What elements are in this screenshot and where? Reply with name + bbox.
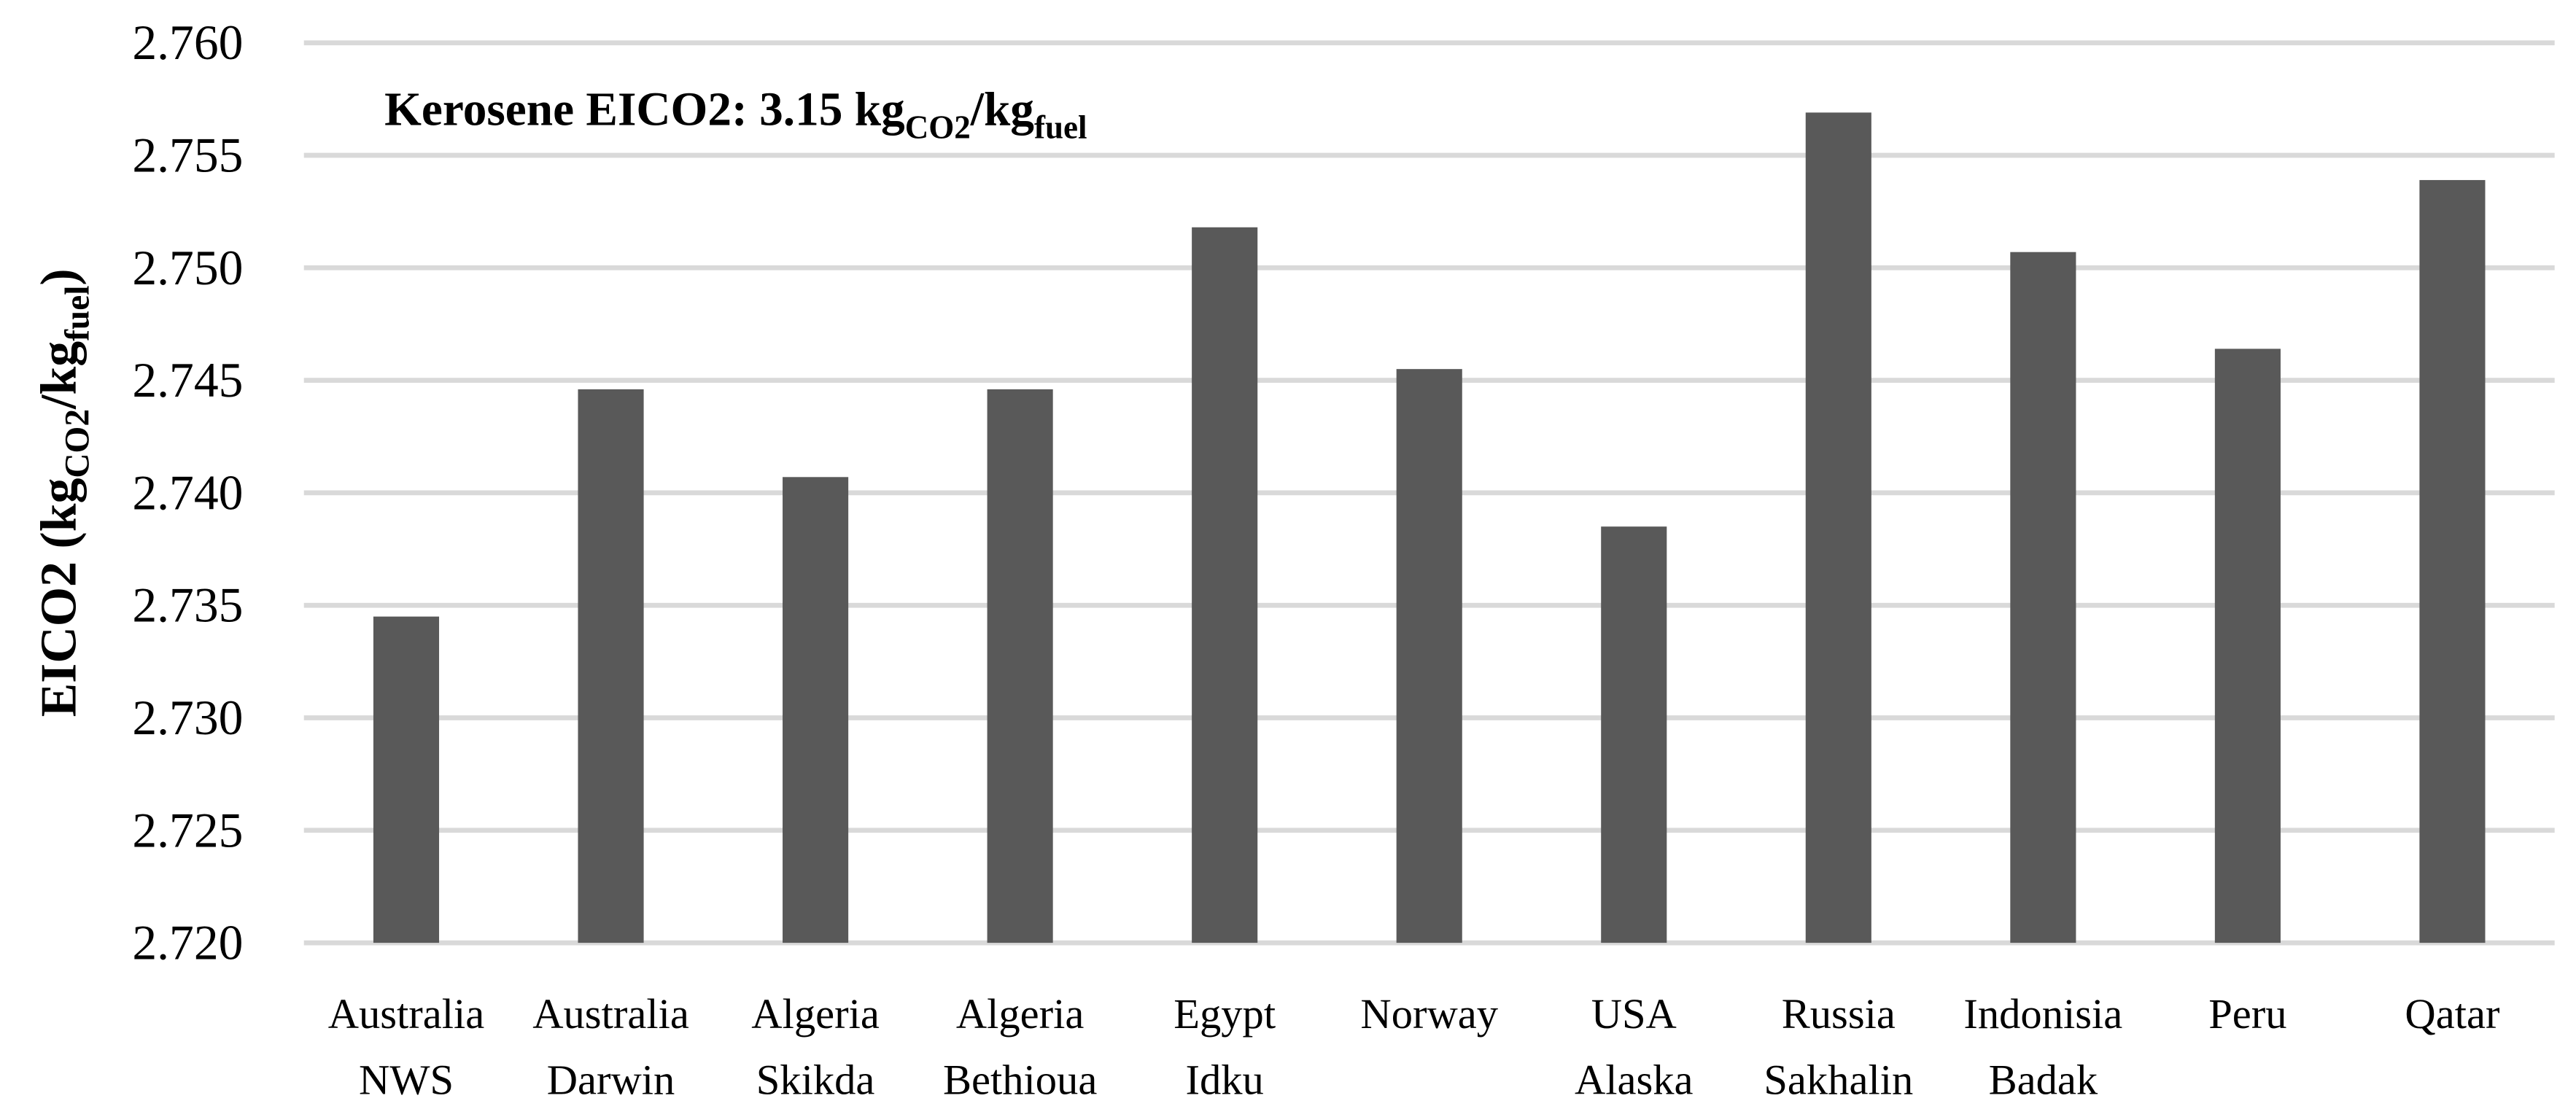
x-tick-label: Algeria Skikda [751, 990, 880, 1103]
annotation-text: /kg [970, 83, 1034, 136]
y-tick-label: 2.760 [132, 15, 243, 70]
x-tick-label-line: Norway [1360, 990, 1498, 1038]
x-tick-label-line: Darwin [547, 1056, 675, 1103]
y-label-text: EICO2 (kg [31, 478, 88, 717]
annotation-sub: CO2 [905, 109, 971, 145]
x-tick-label-line: Algeria [751, 990, 880, 1038]
bar [1805, 112, 1871, 943]
y-tick-label: 2.750 [132, 241, 243, 295]
x-tick-label-line: Indonisia [1963, 990, 2122, 1038]
y-label-text: /kg [31, 341, 88, 410]
x-tick-label-line: Skikda [756, 1056, 875, 1103]
y-tick-label: 2.725 [132, 803, 243, 857]
x-tick-label-line: Algeria [956, 990, 1085, 1038]
bar [1396, 369, 1462, 943]
x-tick-label-line: Peru [2208, 990, 2286, 1038]
y-label-sub: fuel [59, 286, 97, 341]
x-tick-label-line: NWS [359, 1056, 454, 1103]
y-tick-label: 2.745 [132, 353, 243, 408]
x-tick-label: Russia Sakhalin [1764, 990, 1913, 1103]
y-label-sub: CO2 [59, 409, 97, 478]
x-tick-label-line: Australia [328, 990, 485, 1038]
bar [2419, 179, 2486, 943]
x-tick-label-line: Egypt [1173, 990, 1276, 1038]
y-label-text: ) [31, 268, 88, 285]
x-tick-label: Australia Darwin [532, 990, 689, 1103]
x-tick-label: Indonisia Badak [1963, 990, 2122, 1103]
x-tick-label-line: Idku [1186, 1056, 1264, 1103]
x-tick-label-line: Bethioua [943, 1056, 1097, 1103]
bar [1601, 526, 1667, 943]
y-tick-label: 2.730 [132, 690, 243, 745]
bar [373, 616, 440, 943]
bar [2214, 349, 2281, 943]
x-tick-label-line: USA [1591, 990, 1677, 1038]
annotation-text: Kerosene EICO2: 3.15 kg [384, 83, 905, 136]
annotation: Kerosene EICO2: 3.15 kgCO2/kgfuel [384, 83, 1087, 145]
x-tick-label: Egypt Idku [1173, 990, 1276, 1103]
x-tick-label-line: Alaska [1575, 1056, 1694, 1103]
y-tick-label: 2.755 [132, 128, 243, 183]
x-tick-label: USA Alaska [1575, 990, 1694, 1103]
y-tick-label: 2.735 [132, 578, 243, 633]
x-tick-label: Norway [1360, 990, 1498, 1038]
x-tick-label-line: Sakhalin [1764, 1056, 1913, 1103]
y-axis-label: EICO2 (kgCO2/kgfuel) [31, 268, 97, 717]
x-tick-label-line: Qatar [2405, 990, 2499, 1038]
annotation-sub: fuel [1034, 109, 1087, 145]
x-tick-label-line: Russia [1782, 990, 1896, 1038]
x-tick-label: Australia NWS [328, 990, 485, 1103]
bar [1192, 227, 1258, 943]
y-tick-label: 2.740 [132, 465, 243, 520]
bar [987, 389, 1053, 943]
x-tick-label: Peru [2208, 990, 2286, 1038]
y-tick-label: 2.720 [132, 916, 243, 970]
x-tick-label: Qatar [2405, 990, 2499, 1038]
x-tick-label-line: Badak [1989, 1056, 2098, 1103]
x-tick-label-line: Australia [532, 990, 689, 1038]
bar [2010, 252, 2076, 943]
bar [578, 389, 644, 943]
bar [783, 477, 849, 943]
x-tick-label: Algeria Bethioua [943, 990, 1097, 1103]
